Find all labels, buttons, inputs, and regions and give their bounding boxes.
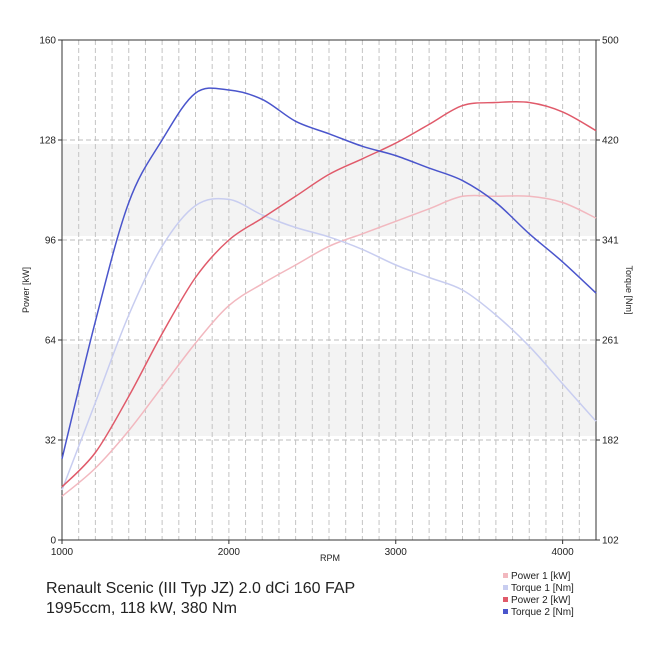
legend-swatch [503,573,508,578]
legend-swatch [503,609,508,614]
legend-label: Torque 2 [Nm] [511,607,574,618]
x-tick-label: 4000 [552,547,575,558]
gridlines [62,40,596,540]
caption-title: Renault Scenic (III Typ JZ) 2.0 dCi 160 … [46,580,356,597]
series-line-4 [61,87,597,459]
left-tick-label: 96 [45,236,57,247]
legend-label: Power 1 [kW] [511,571,571,582]
right-axis-ticks: 102 182 261 341 420 500 [596,36,619,547]
right-tick-label: 261 [602,336,619,347]
legend-label: Power 2 [kW] [511,595,571,606]
series-line-3 [61,100,597,488]
legend-label: Torque 1 [Nm] [511,583,574,594]
x-axis-ticks: 1000 2000 3000 4000 [51,540,574,558]
shaded-band [62,144,596,236]
shaded-bands [62,144,596,436]
legend: Power 1 [kW]Torque 1 [Nm]Power 2 [kW]Tor… [503,571,574,618]
right-tick-label: 341 [602,236,619,247]
x-tick-label: 1000 [51,547,74,558]
series-line-1 [61,194,597,497]
legend-swatch [503,585,508,590]
x-tick-label: 2000 [218,547,241,558]
left-axis-label: Power [kW] [21,267,31,313]
x-axis-label: RPM [320,553,340,563]
left-tick-label: 64 [45,336,57,347]
right-tick-label: 420 [602,136,619,147]
x-tick-label: 3000 [385,547,408,558]
right-tick-label: 102 [602,536,619,547]
series-line-2 [61,197,597,491]
left-tick-label: 32 [45,436,57,447]
plot-frame [61,39,597,541]
left-tick-label: 128 [39,136,56,147]
caption-subtitle: 1995ccm, 118 kW, 380 Nm [46,600,237,617]
legend-swatch [503,597,508,602]
right-axis-label: Torque [Nm] [624,265,634,314]
right-tick-label: 182 [602,436,619,447]
right-tick-label: 500 [602,36,619,47]
series-lines [61,87,597,497]
shaded-band [62,344,596,436]
left-axis-ticks: 0 32 64 96 128 160 [39,36,62,547]
left-tick-label: 0 [50,536,56,547]
left-tick-label: 160 [39,36,56,47]
